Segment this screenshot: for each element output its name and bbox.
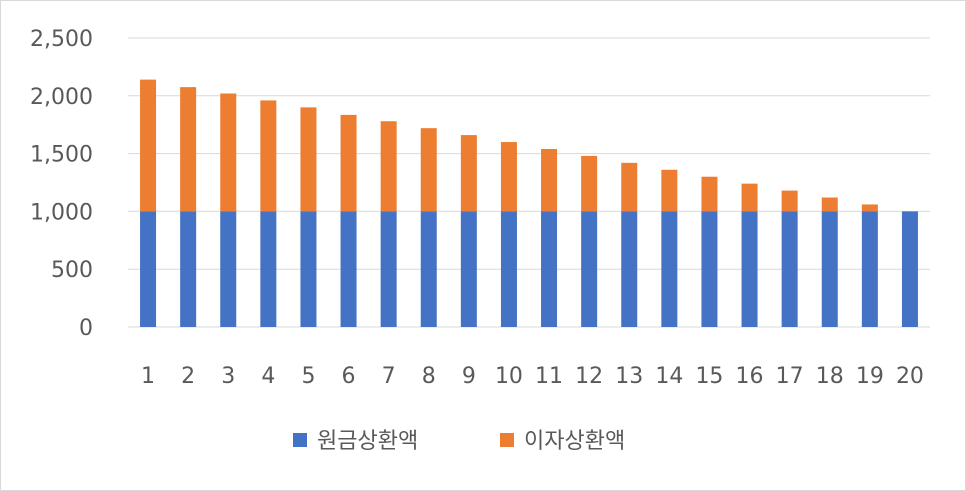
legend-label: 이자상환액 (524, 429, 625, 454)
y-tick-label: 1,000 (30, 200, 93, 225)
bar-segment-principal (220, 211, 237, 327)
x-tick-label: 7 (382, 364, 396, 389)
bar-segment-principal (661, 211, 678, 327)
bars (140, 79, 918, 327)
bar-segment-principal (300, 211, 317, 327)
legend-swatch (500, 433, 514, 447)
bar-segment-interest (861, 204, 878, 212)
x-tick-label: 14 (655, 364, 683, 389)
bar-segment-principal (901, 211, 918, 327)
bar-segment-principal (621, 211, 638, 327)
bar-segment-interest (460, 135, 477, 212)
bar-segment-principal (380, 211, 397, 327)
bar-segment-principal (581, 211, 598, 327)
bar-segment-interest (701, 176, 718, 212)
bar-segment-interest (541, 148, 558, 212)
legend: 원금상환액 이자상환액 (293, 429, 625, 454)
y-tick-label: 2,000 (30, 85, 93, 110)
bar-segment-principal (260, 211, 277, 327)
bar-segment-interest (500, 142, 517, 212)
bar-segment-interest (821, 197, 838, 212)
bar-segment-interest (621, 162, 638, 212)
legend-label: 원금상환액 (317, 429, 418, 454)
bar-segment-interest (741, 183, 758, 212)
bar-segment-interest (220, 93, 237, 212)
bar-segment-principal (821, 211, 838, 327)
bar-segment-principal (460, 211, 477, 327)
bar-segment-interest (140, 79, 157, 212)
x-tick-label: 8 (422, 364, 436, 389)
bar-segment-interest (260, 100, 277, 212)
bar-segment-interest (420, 128, 437, 212)
y-tick-label: 2,500 (30, 27, 93, 52)
bar-segment-principal (140, 211, 157, 327)
y-tick-label: 500 (51, 258, 93, 283)
bar-segment-principal (741, 211, 758, 327)
x-tick-label: 12 (575, 364, 603, 389)
x-tick-label: 20 (896, 364, 924, 389)
bar-segment-principal (781, 211, 798, 327)
x-tick-label: 3 (221, 364, 235, 389)
x-tick-label: 18 (816, 364, 844, 389)
x-tick-label: 17 (776, 364, 804, 389)
x-tick-label: 19 (856, 364, 884, 389)
bar-segment-interest (661, 169, 678, 212)
bar-segment-principal (541, 211, 558, 327)
x-tick-label: 5 (301, 364, 315, 389)
x-tick-label: 10 (495, 364, 523, 389)
gridlines (128, 37, 930, 328)
bar-segment-principal (340, 211, 357, 327)
bar-segment-interest (581, 155, 598, 212)
x-axis-ticks: 1 2 3 4 5 6 7 8 9 10 11 12 13 14 15 16 17 18 19 20 (141, 364, 924, 389)
bar-segment-interest (300, 107, 317, 212)
x-tick-label: 11 (535, 364, 563, 389)
x-tick-label: 13 (615, 364, 643, 389)
bar-segment-principal (420, 211, 437, 327)
y-tick-label: 1,500 (30, 143, 93, 168)
bar-segment-interest (781, 190, 798, 212)
bar-segment-interest (340, 114, 357, 212)
x-tick-label: 1 (141, 364, 155, 389)
bar-segment-principal (180, 211, 197, 327)
x-tick-label: 6 (342, 364, 356, 389)
x-tick-label: 4 (261, 364, 275, 389)
x-tick-label: 2 (181, 364, 195, 389)
bar-segment-interest (180, 87, 197, 212)
bar-segment-principal (701, 211, 718, 327)
x-tick-label: 9 (462, 364, 476, 389)
y-axis-ticks: 0 500 1,000 1,500 2,000 2,500 (30, 27, 93, 341)
x-tick-label: 16 (736, 364, 764, 389)
bar-segment-principal (861, 211, 878, 327)
x-tick-label: 15 (695, 364, 723, 389)
legend-swatch (293, 433, 307, 447)
bar-segment-principal (500, 211, 517, 327)
y-tick-label: 0 (79, 316, 93, 341)
bar-segment-interest (380, 121, 397, 212)
